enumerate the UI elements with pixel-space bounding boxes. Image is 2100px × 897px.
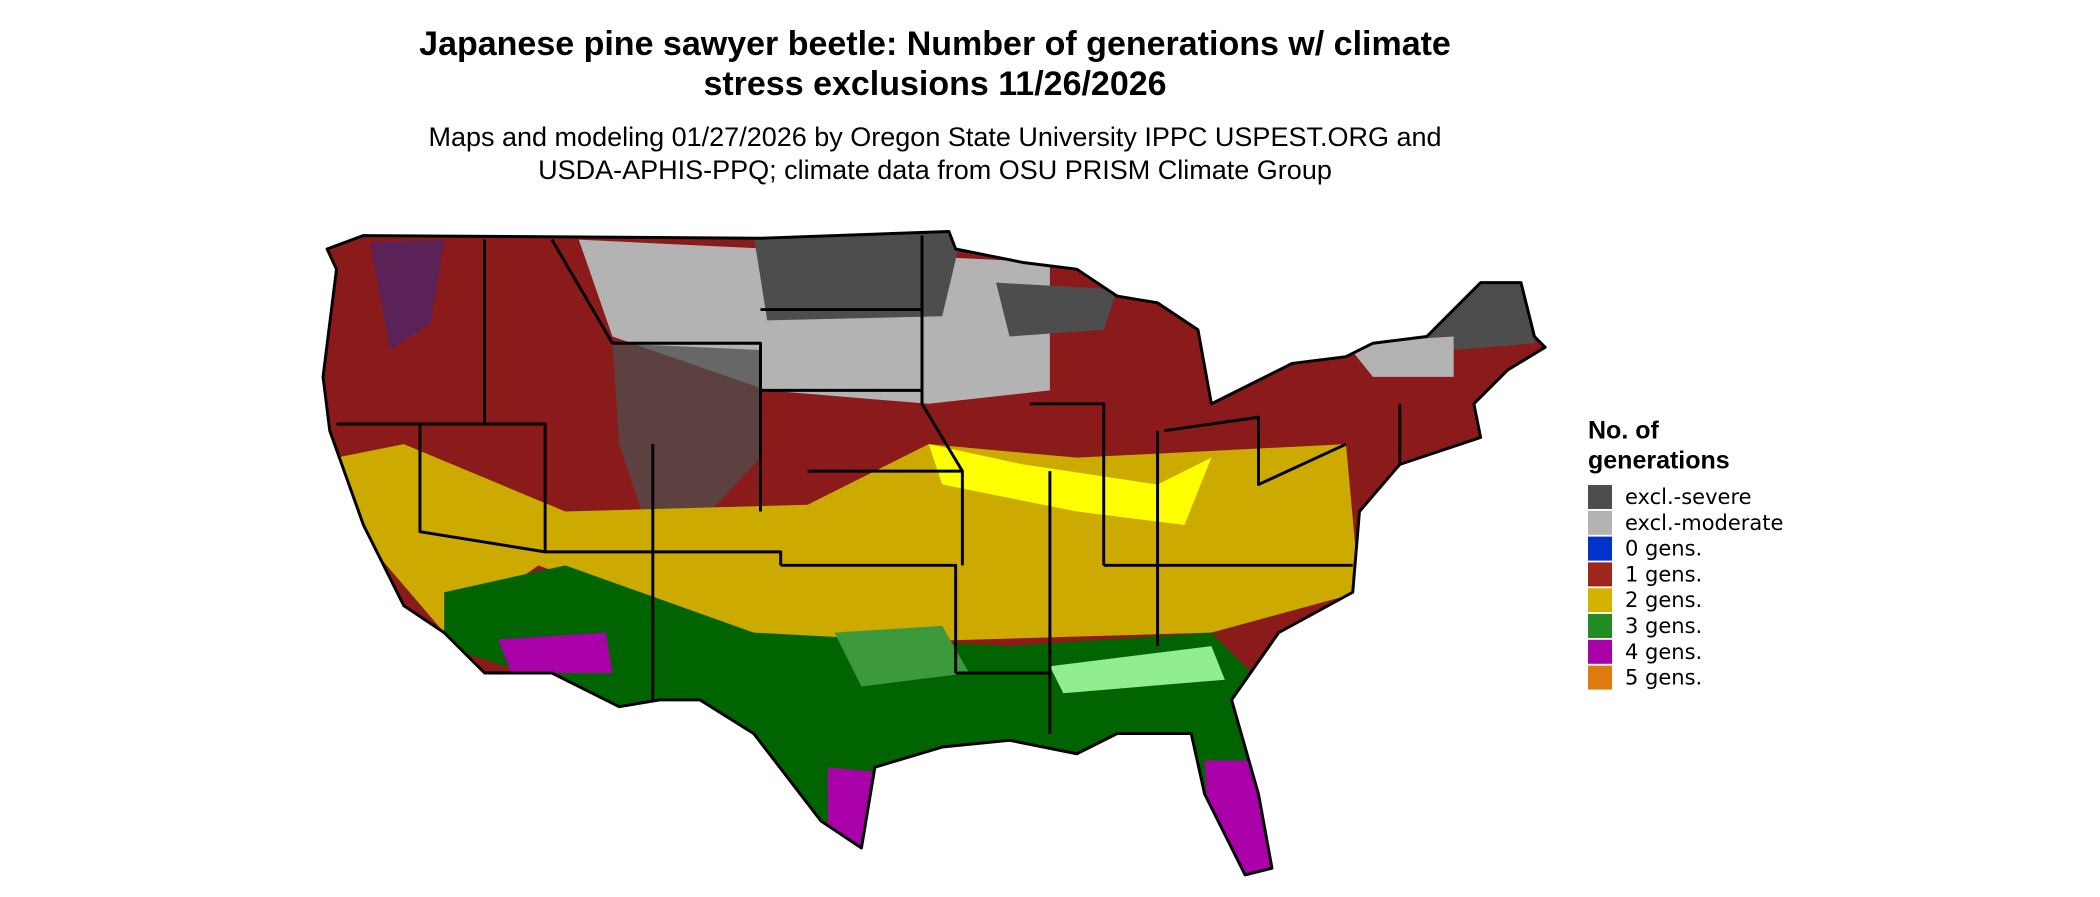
legend-label: excl.-moderate bbox=[1625, 511, 1783, 535]
legend-swatch bbox=[1588, 562, 1612, 587]
subtitle-line: USDA-APHIS-PPQ; climate data from OSU PR… bbox=[538, 155, 1332, 185]
legend-swatch bbox=[1588, 665, 1612, 690]
legend-label: excl.-severe bbox=[1625, 485, 1752, 509]
legend-swatch bbox=[1588, 614, 1612, 638]
legend-title-line: generations bbox=[1588, 447, 1730, 475]
legend-label: 0 gens. bbox=[1625, 537, 1702, 561]
legend-swatch bbox=[1588, 510, 1612, 535]
legend: No. of generations excl.-severeexcl.-mod… bbox=[1588, 417, 1783, 690]
title-line: Japanese pine sawyer beetle: Number of g… bbox=[419, 25, 1451, 63]
legend-label: 5 gens. bbox=[1625, 666, 1702, 690]
legend-swatch bbox=[1588, 639, 1612, 664]
legend-label: 4 gens. bbox=[1625, 640, 1702, 664]
legend-swatch bbox=[1588, 485, 1612, 509]
legend-swatch bbox=[1588, 536, 1612, 561]
legend-title-line: No. of bbox=[1588, 417, 1659, 445]
legend-swatch bbox=[1588, 588, 1612, 613]
legend-label: 3 gens. bbox=[1625, 614, 1702, 638]
legend-label: 2 gens. bbox=[1625, 588, 1702, 612]
title-line: stress exclusions 11/26/2026 bbox=[703, 65, 1166, 103]
subtitle-line: Maps and modeling 01/27/2026 by Oregon S… bbox=[428, 122, 1441, 152]
us-map bbox=[321, 230, 1547, 877]
legend-label: 1 gens. bbox=[1625, 562, 1702, 586]
